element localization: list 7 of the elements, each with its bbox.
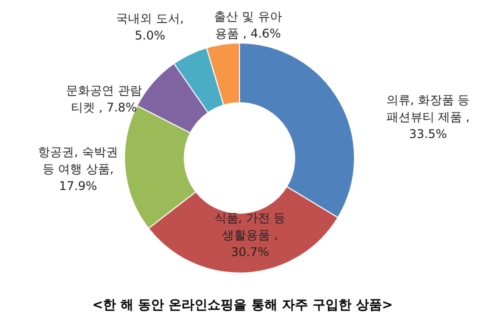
slice-label: 출산 및 유아 용품 , 4.6% bbox=[214, 10, 282, 41]
slice-label: 항공권, 숙박권 등 여행 상품, 17.9% bbox=[38, 145, 118, 194]
slice-label: 의류, 화장품 등 패션뷰티 제품 , 33.5% bbox=[386, 93, 470, 142]
slice-label: 국내외 도서, 5.0% bbox=[116, 12, 184, 43]
text: <한 해 동안 온라인쇼핑을 통해 자주 구입한 상품> bbox=[91, 297, 394, 314]
slice-label: 문화공연 관람 티켓 , 7.8% bbox=[66, 84, 142, 115]
slice-label: 식품, 가전 등 생활용품 , 30.7% bbox=[214, 211, 286, 260]
